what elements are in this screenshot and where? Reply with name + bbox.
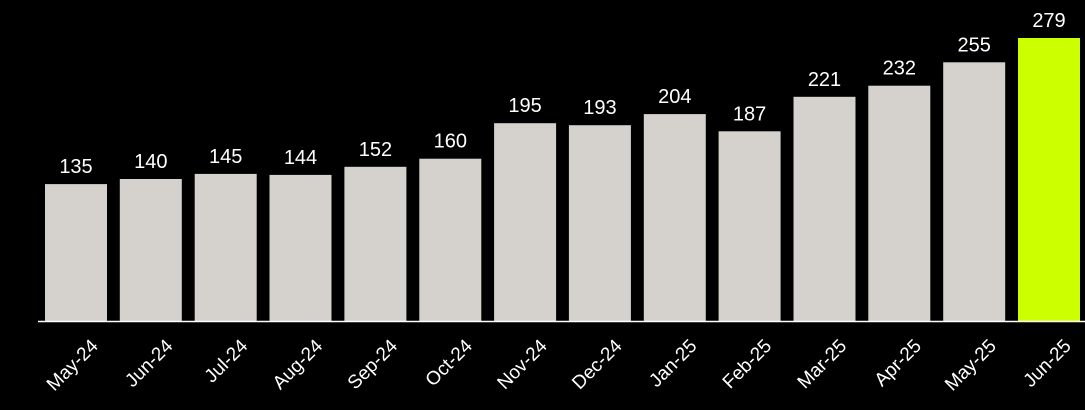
data-label-jul-24: 145 — [209, 146, 242, 168]
x-tick-label-oct-24: Oct-24 — [422, 335, 477, 390]
data-label-aug-24: 144 — [284, 147, 317, 169]
x-tick-label-jul-24: Jul-24 — [201, 335, 253, 387]
x-tick-label-dec-24: Dec-24 — [568, 335, 626, 393]
bar-may-25 — [943, 62, 1006, 322]
bar-sep-24 — [344, 166, 407, 321]
x-tick-label-sep-24: Sep-24 — [344, 335, 402, 393]
x-tick-label-nov-24: Nov-24 — [494, 335, 552, 393]
x-tick-label-may-25: May-25 — [941, 336, 1001, 396]
data-label-mar-25: 221 — [808, 69, 841, 91]
x-tick-label-jun-24: Jun-24 — [121, 335, 177, 391]
bars-group — [45, 38, 1080, 322]
data-labels-group: 135 140 145 144 152 160 195 193 204 187 221 232 255 2… — [59, 10, 1065, 178]
data-label-jan-25: 204 — [658, 86, 691, 108]
bar-oct-24 — [419, 158, 482, 321]
x-tick-label-mar-25: Mar-25 — [794, 336, 851, 393]
data-label-feb-25: 187 — [733, 103, 766, 125]
data-label-may-25: 255 — [958, 34, 991, 56]
x-tick-label-jun-25: Jun-25 — [1020, 336, 1076, 392]
bar-nov-24 — [494, 123, 557, 321]
x-tick-labels-group: May-24 Jun-24 Jul-24 Aug-24 Sep-24 Oct-24 Nov-… — [43, 335, 1076, 395]
bar-jul-24 — [194, 173, 257, 321]
bar-dec-24 — [568, 125, 631, 321]
bar-mar-25 — [793, 96, 856, 321]
x-tick-label-apr-25: Apr-25 — [871, 336, 926, 391]
data-label-oct-24: 160 — [434, 131, 467, 153]
bar-jan-25 — [643, 114, 706, 321]
data-label-jun-25: 279 — [1032, 10, 1065, 32]
data-label-apr-25: 232 — [883, 58, 916, 80]
data-label-may-24: 135 — [59, 156, 92, 178]
bar-may-24 — [45, 184, 107, 321]
bar-aug-24 — [269, 174, 332, 321]
data-label-jun-24: 140 — [134, 151, 167, 173]
data-label-nov-24: 195 — [508, 95, 541, 117]
x-tick-label-may-24: May-24 — [43, 335, 103, 395]
bar-jun-25 — [1018, 38, 1080, 321]
x-tick-label-aug-24: Aug-24 — [269, 335, 327, 393]
bar-feb-25 — [718, 131, 781, 321]
bar-apr-25 — [868, 85, 931, 321]
data-label-dec-24: 193 — [583, 97, 616, 119]
bar-jun-24 — [119, 179, 182, 321]
x-tick-label-jan-25: Jan-25 — [645, 336, 701, 392]
x-tick-label-feb-25: Feb-25 — [719, 336, 776, 393]
data-label-sep-24: 152 — [359, 139, 392, 161]
